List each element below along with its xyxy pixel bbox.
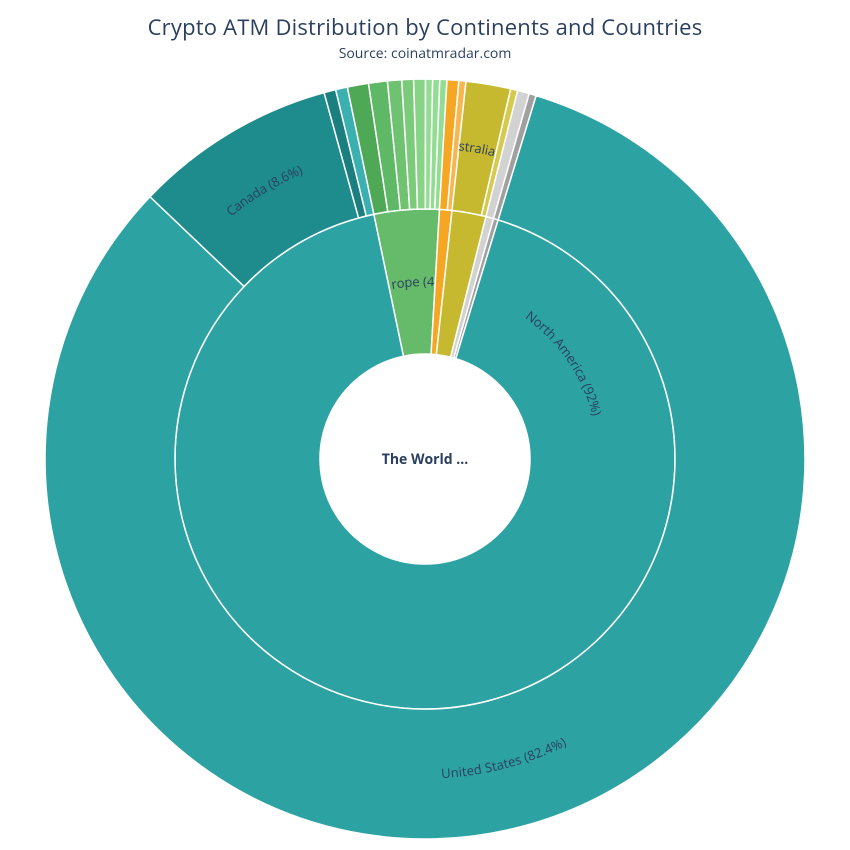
chart-subtitle: Source: coinatmradar.com [0,44,850,69]
subtitle-source: coinatmradar.com [391,44,511,63]
chart-title: Crypto ATM Distribution by Continents an… [0,0,850,44]
subtitle-prefix: Source: [339,44,391,63]
sunburst-chart: The World …North America (92%)Europe (4.… [0,69,850,849]
chart-container: Crypto ATM Distribution by Continents an… [0,0,850,850]
center-label: The World … [382,450,469,469]
